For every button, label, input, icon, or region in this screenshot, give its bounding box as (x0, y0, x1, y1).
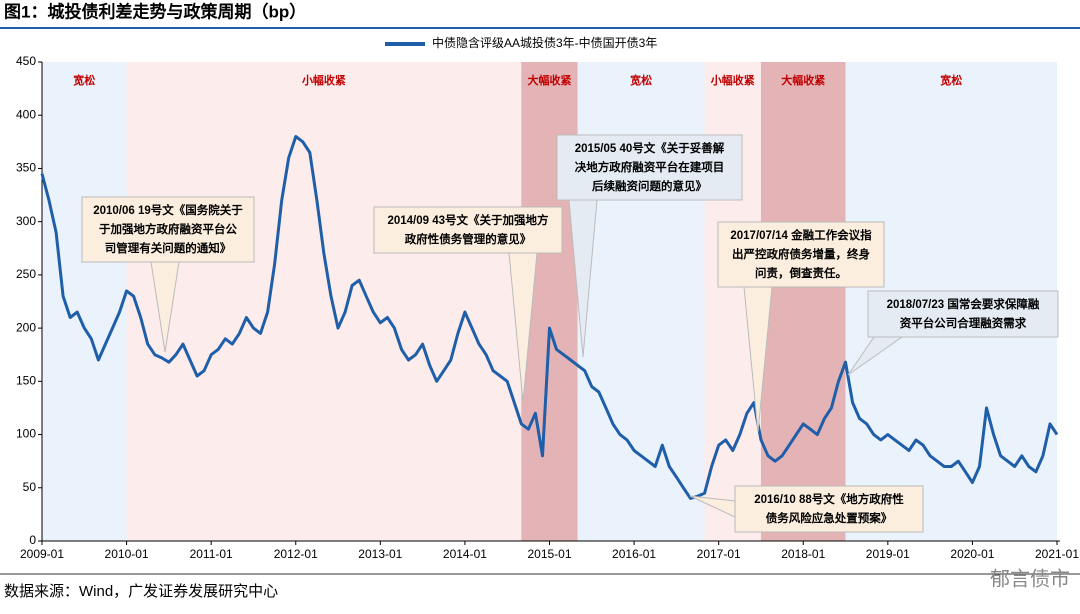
annotation-text: 2014/09 43号文《关于加强地方 (387, 213, 548, 227)
annotation-text: 资平台公司合理融资需求 (900, 316, 1027, 330)
watermark: 郁言债市 (990, 567, 1070, 590)
x-tick-label: 2021-01 (1035, 547, 1079, 561)
x-tick-label: 2010-01 (105, 547, 149, 561)
callout-box (717, 221, 885, 288)
legend-label: 中债隐含评级AA城投债3年-中债国开债3年 (432, 35, 657, 50)
annotation-text: 出严控政府债务增量，终身 (732, 247, 870, 261)
region-label: 小幅收紧 (710, 73, 755, 87)
region-label: 小幅收紧 (301, 73, 346, 87)
x-tick-label: 2011-01 (190, 547, 233, 561)
policy-region (760, 62, 846, 541)
annotation-text: 2017/07/14 金融工作会议指 (730, 228, 872, 242)
y-tick-label: 300 (16, 214, 36, 228)
callout-box (81, 196, 255, 263)
x-tick-label: 2019-01 (866, 547, 910, 561)
y-tick-label: 250 (16, 267, 36, 281)
callout-box (734, 485, 924, 533)
y-tick-label: 450 (16, 54, 36, 68)
source: 数据来源：Wind，广发证券发展研究中心 (4, 583, 278, 600)
region-label: 大幅收紧 (528, 73, 572, 87)
annotation-text: 司管理有关问题的通知》 (105, 241, 232, 255)
policy-region (126, 62, 522, 541)
region-label: 宽松 (939, 73, 962, 87)
series-line (40, 135, 1059, 500)
annotation-text: 后续融资问题的意见》 (592, 179, 707, 193)
y-tick-label: 350 (16, 161, 36, 175)
annotation-text: 2018/07/23 国常会要求保障融 (887, 297, 1040, 311)
callout-box (556, 134, 743, 201)
x-tick-label: 2018-01 (781, 547, 825, 561)
policy-region (577, 62, 705, 541)
region-label: 大幅收紧 (781, 73, 825, 87)
y-tick-label: 400 (16, 107, 36, 121)
x-tick-label: 2016-01 (612, 547, 656, 561)
annotation-text: 债务风险应急处置预案》 (766, 511, 893, 525)
annotation-text: 2010/06 19号文《国务院关于 (93, 203, 243, 217)
x-tick-label: 2020-01 (950, 547, 994, 561)
annotation-text: 问责，倒查责任。 (755, 266, 847, 280)
x-tick-label: 2009-01 (20, 547, 64, 561)
annotation-text: 2016/10 88号文《地方政府性 (754, 492, 904, 506)
x-tick-label: 2015-01 (527, 547, 571, 561)
y-tick-label: 200 (16, 320, 36, 334)
annotation-text: 于加强地方政府融资平台公 (99, 222, 237, 236)
region-label: 宽松 (72, 73, 95, 87)
annotation-text: 政府性债务管理的意见》 (405, 232, 532, 246)
annotation-text: 2015/05 40号文《关于妥善解 (575, 141, 725, 155)
y-tick-label: 100 (16, 427, 36, 441)
callout-box (867, 290, 1059, 338)
x-tick-label: 2013-01 (358, 547, 402, 561)
y-tick-label: 0 (29, 533, 36, 547)
y-tick-label: 50 (23, 480, 37, 494)
callout-box (373, 206, 563, 254)
annotation-text: 决地方政府融资平台在建项目 (575, 160, 725, 174)
chart-title: 图1：城投债利差走势与政策周期（bp） (4, 1, 306, 21)
x-tick-label: 2012-01 (274, 547, 318, 561)
y-tick-label: 150 (16, 374, 36, 388)
x-tick-label: 2014-01 (443, 547, 487, 561)
region-label: 宽松 (629, 73, 652, 87)
policy-region (42, 62, 127, 541)
x-tick-label: 2017-01 (697, 547, 741, 561)
